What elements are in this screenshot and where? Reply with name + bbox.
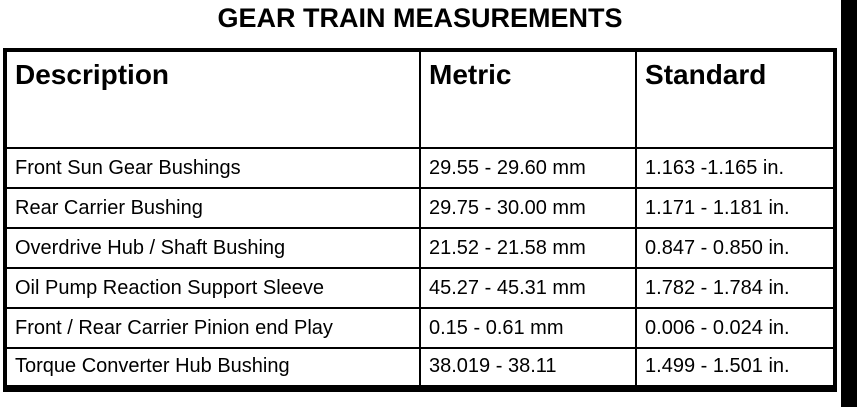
cell-description: Torque Converter Hub Bushing bbox=[4, 347, 421, 389]
cell-standard: 0.847 - 0.850 in. bbox=[635, 227, 836, 269]
table-row: Front Sun Gear Bushings 29.55 - 29.60 mm… bbox=[4, 147, 836, 189]
cell-description: Overdrive Hub / Shaft Bushing bbox=[4, 227, 421, 269]
table-row: Torque Converter Hub Bushing 38.019 - 38… bbox=[4, 347, 836, 389]
column-header-standard: Standard bbox=[635, 49, 836, 149]
cell-description: Front / Rear Carrier Pinion end Play bbox=[4, 307, 421, 349]
cell-standard: 1.171 - 1.181 in. bbox=[635, 187, 836, 229]
cell-metric: 45.27 - 45.31 mm bbox=[418, 267, 638, 309]
table-row: Rear Carrier Bushing 29.75 - 30.00 mm 1.… bbox=[4, 187, 836, 229]
cell-standard: 1.499 - 1.501 in. bbox=[635, 347, 836, 389]
cell-standard: 1.163 -1.165 in. bbox=[635, 147, 836, 189]
cell-standard: 0.006 - 0.024 in. bbox=[635, 307, 836, 349]
table-row: Overdrive Hub / Shaft Bushing 21.52 - 21… bbox=[4, 227, 836, 269]
cell-metric: 21.52 - 21.58 mm bbox=[418, 227, 638, 269]
page-title: GEAR TRAIN MEASUREMENTS bbox=[217, 3, 623, 33]
scan-edge-bar bbox=[841, 0, 857, 407]
column-header-metric: Metric bbox=[418, 49, 638, 149]
cell-metric: 29.55 - 29.60 mm bbox=[418, 147, 638, 189]
table-row: Oil Pump Reaction Support Sleeve 45.27 -… bbox=[4, 267, 836, 309]
measurements-table: Description Metric Standard Front Sun Ge… bbox=[3, 48, 837, 392]
cell-metric: 38.019 - 38.11 bbox=[418, 347, 638, 389]
cell-description: Rear Carrier Bushing bbox=[4, 187, 421, 229]
column-header-description: Description bbox=[4, 49, 421, 149]
cell-description: Front Sun Gear Bushings bbox=[4, 147, 421, 189]
cell-metric: 0.15 - 0.61 mm bbox=[418, 307, 638, 349]
table-row: Front / Rear Carrier Pinion end Play 0.1… bbox=[4, 307, 836, 349]
cell-description: Oil Pump Reaction Support Sleeve bbox=[4, 267, 421, 309]
cell-metric: 29.75 - 30.00 mm bbox=[418, 187, 638, 229]
cell-standard: 1.782 - 1.784 in. bbox=[635, 267, 836, 309]
header-row: Description Metric Standard bbox=[4, 49, 836, 149]
